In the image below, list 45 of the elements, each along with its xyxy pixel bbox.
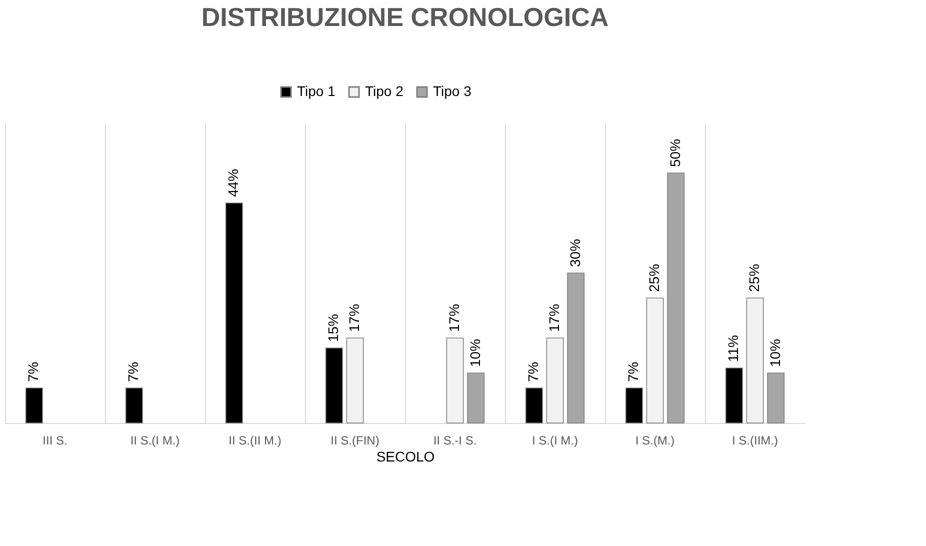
data-label: 7%: [525, 362, 542, 382]
bar: [546, 338, 564, 424]
data-label: 17%: [446, 304, 462, 332]
x-tick-label: II S.-I S.: [433, 434, 477, 448]
bar: [467, 372, 485, 424]
data-label: 50%: [666, 138, 683, 167]
data-label: 7%: [125, 362, 142, 382]
legend-label: Tipo 1: [297, 83, 336, 99]
x-tick-label: I S.(I M.): [532, 434, 578, 448]
data-label: 11%: [725, 335, 742, 362]
bar: [646, 298, 664, 424]
x-tick-label: II S.(I M.): [130, 434, 180, 448]
x-tick-label: II S.(FIN): [330, 434, 380, 448]
data-label: 25%: [646, 264, 662, 292]
legend-label: Tipo 3: [433, 83, 472, 99]
bar: [25, 388, 43, 424]
x-tick-label: I S.(M.): [635, 434, 675, 448]
data-label: 10%: [466, 338, 483, 367]
x-tick-label: I S.(IIM.): [732, 434, 778, 448]
data-label: 30%: [566, 238, 583, 267]
data-label: 7%: [625, 362, 642, 382]
legend-label: Tipo 2: [365, 83, 404, 99]
chart-title: DISTRIBUZIONE CRONOLOGICA: [201, 2, 609, 32]
data-label: 17%: [346, 304, 362, 332]
x-axis-title: SECOLO: [376, 448, 435, 464]
bar: [767, 372, 785, 424]
x-tick-label: II S.(II M.): [228, 434, 282, 448]
data-label: 10%: [766, 338, 783, 367]
bar: [625, 388, 643, 424]
x-tick-label: III S.: [42, 434, 68, 448]
data-label: 25%: [746, 264, 762, 292]
bar: [346, 338, 364, 424]
bar: [725, 368, 743, 424]
bar: [567, 272, 585, 424]
bar: [225, 202, 243, 424]
data-label: 7%: [25, 362, 42, 382]
bar: [125, 388, 143, 424]
bar: [746, 298, 764, 424]
data-label: 15%: [325, 314, 342, 342]
bar: [667, 172, 685, 424]
bar: [525, 388, 543, 424]
bar: [325, 348, 343, 424]
bar: [446, 338, 464, 424]
data-label: 17%: [546, 304, 562, 332]
data-label: 44%: [225, 168, 242, 197]
